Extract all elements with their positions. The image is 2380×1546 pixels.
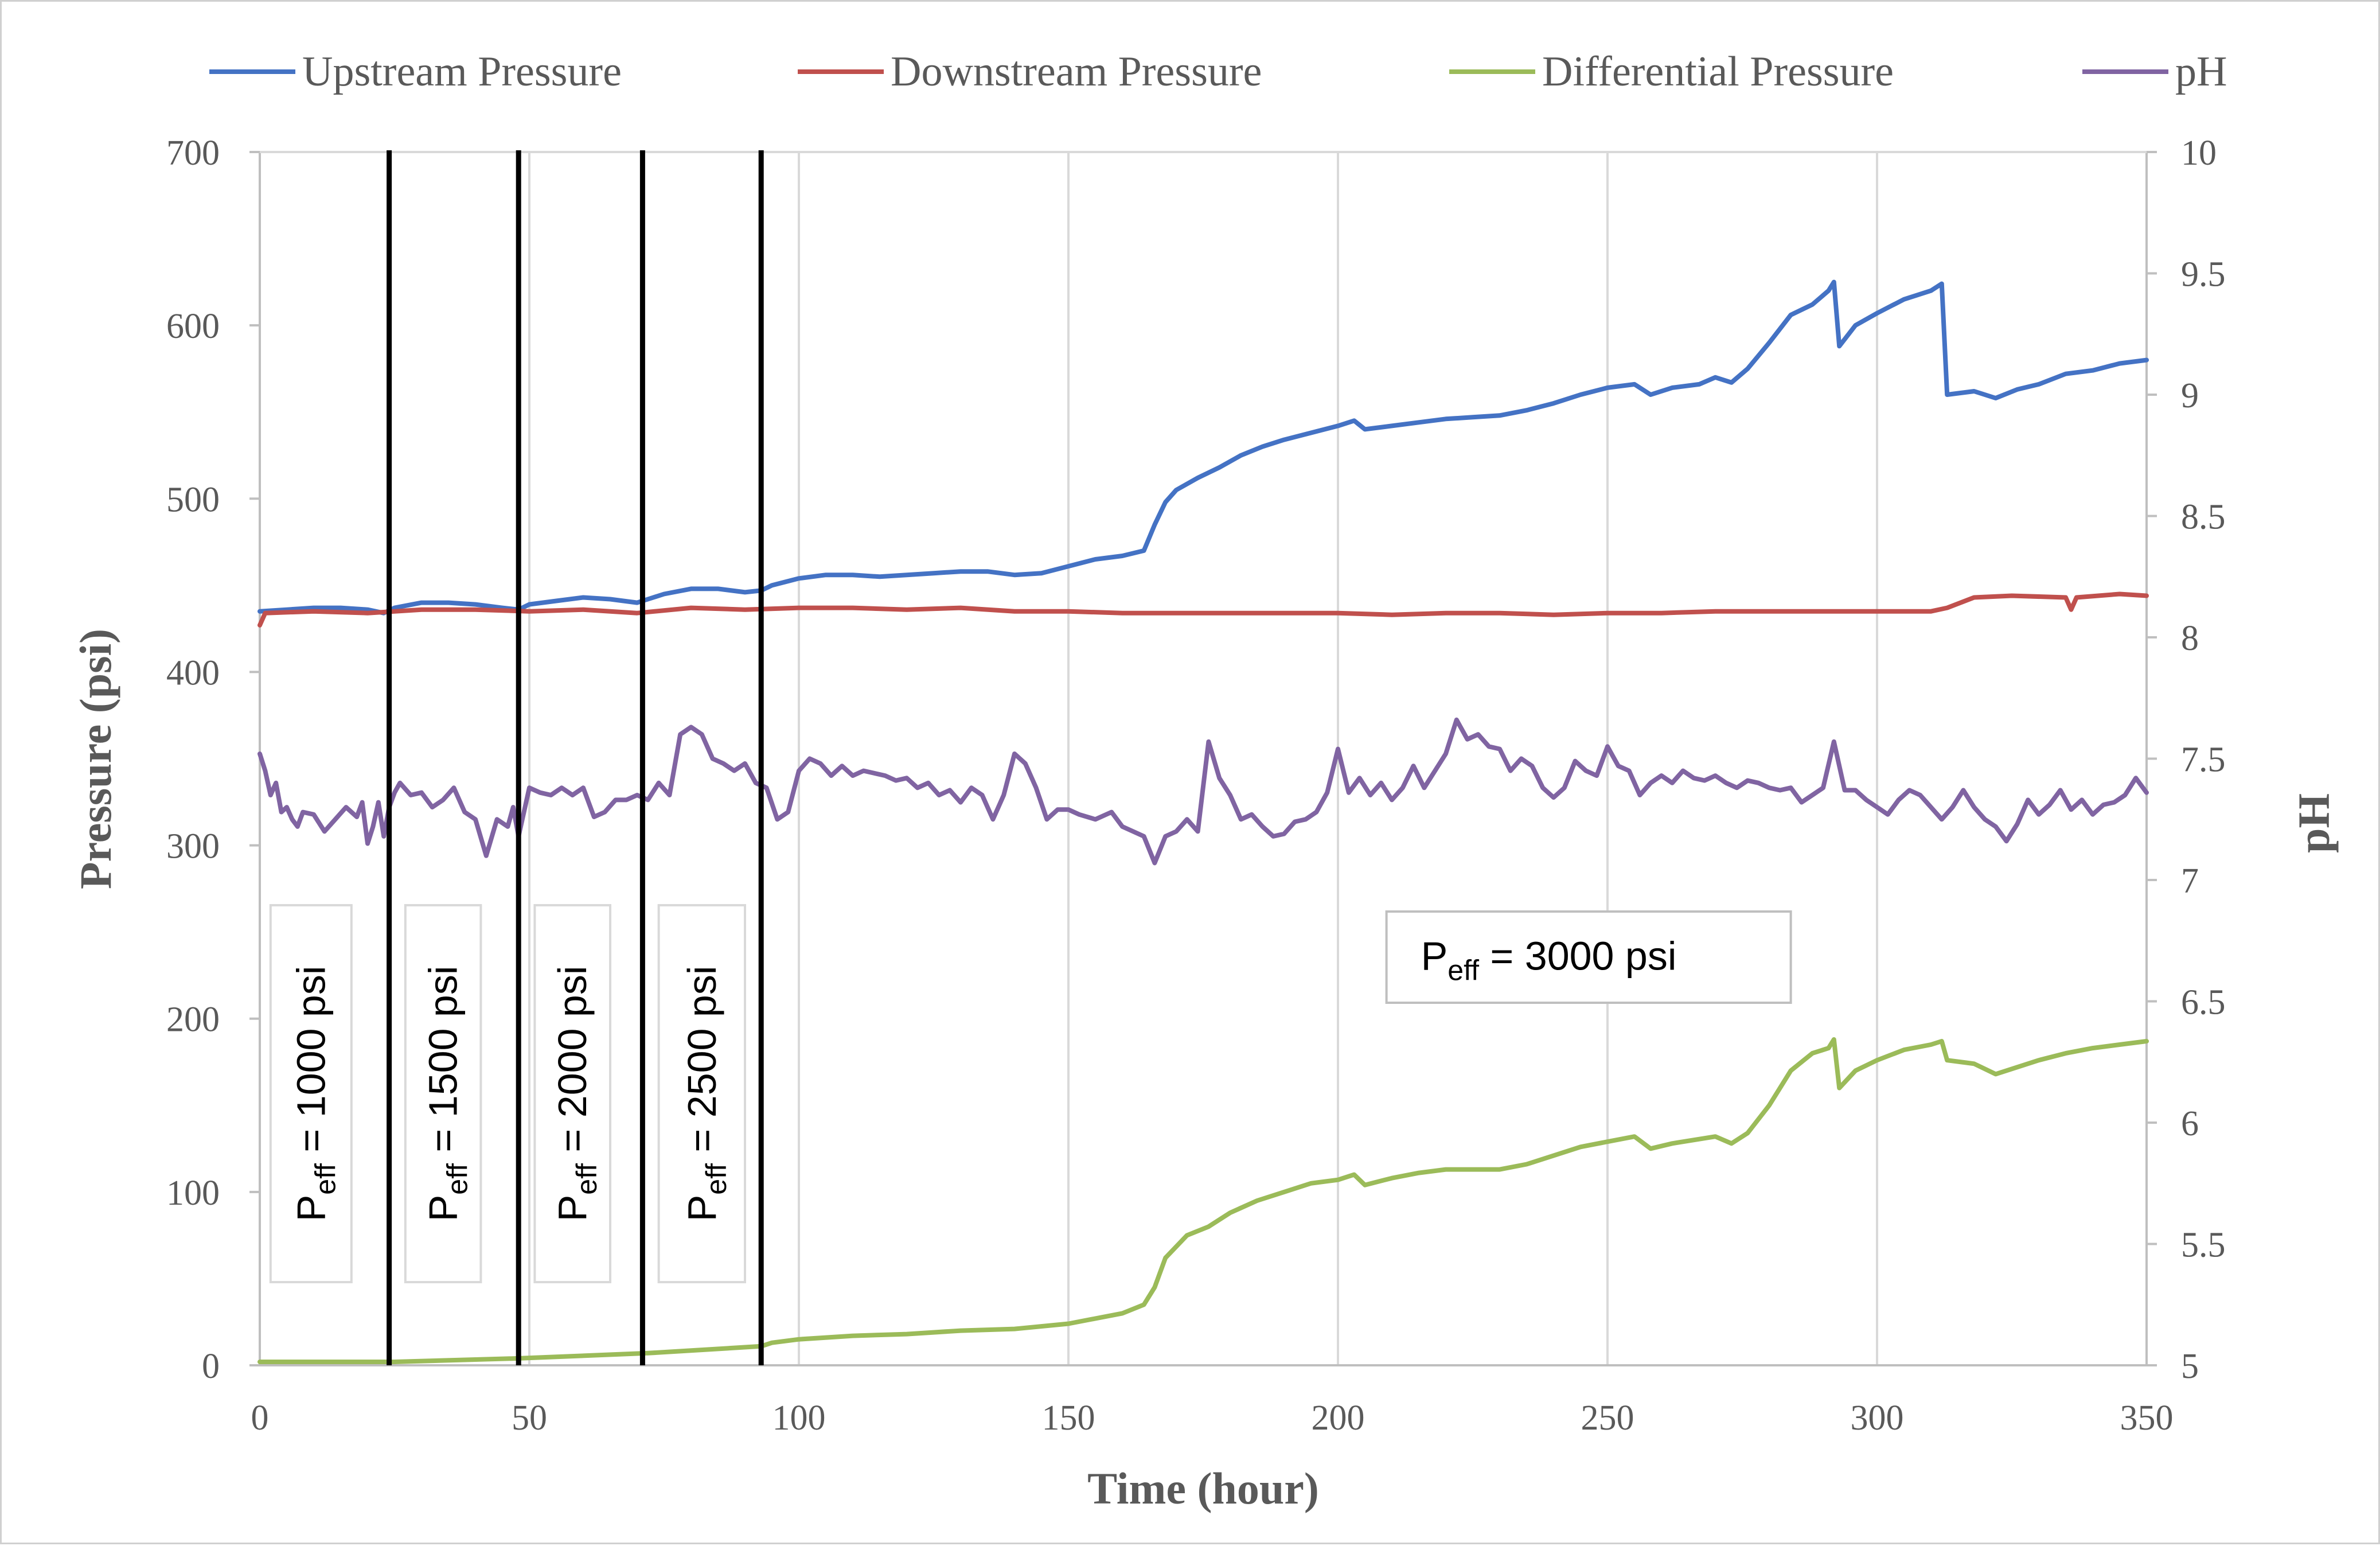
annotation-box [657, 904, 746, 1283]
y2-tick-label: 8.5 [2181, 498, 2226, 537]
annotation-box [533, 904, 612, 1283]
y-tick-label: 600 [166, 307, 220, 346]
y2-tick-label: 6 [2181, 1104, 2199, 1143]
y2-tick-label: 8 [2181, 619, 2199, 658]
annotation-subscript: eff [442, 1163, 474, 1195]
annotation-symbol: P [288, 1195, 333, 1222]
series-line-downstream-pressure [257, 591, 2149, 628]
legend: Upstream Pressure Downstream Pressure Diff… [209, 48, 2227, 95]
y2-axis-title: pH [2289, 793, 2339, 853]
annotation-value: = 3000 psi [1479, 934, 1676, 979]
annotation-box [404, 904, 482, 1283]
y2-tick-label: 7.5 [2181, 741, 2226, 780]
annotation-value: = 2000 psi [550, 966, 595, 1163]
y-tick-label: 500 [166, 480, 220, 519]
y2-tick-label: 5 [2181, 1347, 2199, 1386]
x-tick-label: 0 [251, 1399, 269, 1438]
x-tick-label: 300 [1851, 1399, 1904, 1438]
axis-layer: 0 50 100 150 200 250 300 350 0 100 200 300 400 500 600… [166, 134, 2226, 1438]
annotation-value: = 2500 psi [680, 966, 724, 1163]
annotation-box [269, 904, 353, 1283]
y-tick-label: 400 [166, 653, 220, 692]
legend-label-ph: pH [2175, 48, 2227, 95]
series-line-ph [257, 717, 2149, 866]
y2-tick-label: 9 [2181, 376, 2199, 415]
annotation-box [1385, 910, 1792, 1004]
y2-tick-label: 7 [2181, 862, 2199, 901]
x-tick-label: 200 [1312, 1399, 1365, 1438]
annotation-label: Peff = 2500 psi [680, 966, 732, 1222]
y-tick-label: 200 [166, 1000, 220, 1039]
legend-label-upstream-pressure: Upstream Pressure [302, 48, 622, 95]
x-tick-label: 50 [512, 1399, 547, 1438]
series-line-upstream-pressure [257, 279, 2149, 616]
annotation-symbol: P [680, 1195, 724, 1222]
y-tick-label: 0 [202, 1347, 220, 1386]
series-line-differential-pressure [257, 1037, 2149, 1364]
phase-marker-layer [387, 150, 764, 1365]
y2-tick-label: 10 [2181, 134, 2217, 173]
annotation-label: Peff = 1000 psi [288, 966, 341, 1222]
y-tick-label: 100 [166, 1174, 220, 1213]
x-tick-label: 150 [1042, 1399, 1095, 1438]
y2-tick-label: 5.5 [2181, 1226, 2226, 1265]
annotation-value: = 1500 psi [421, 966, 466, 1163]
annotation-subscript: eff [571, 1163, 603, 1195]
annotation-peff-2: Peff = 2000 psi [533, 904, 612, 1283]
annotation-value: = 1000 psi [288, 966, 333, 1163]
annotation-subscript: eff [1447, 955, 1479, 987]
annotation-symbol: P [421, 1195, 466, 1222]
annotation-subscript: eff [700, 1163, 732, 1195]
y2-tick-label: 6.5 [2181, 983, 2226, 1022]
x-axis-title: Time (hour) [1087, 1463, 1319, 1513]
x-tick-label: 350 [2120, 1399, 2174, 1438]
annotation-symbol: P [550, 1195, 595, 1222]
annotation-symbol: P [1421, 934, 1448, 979]
annotation-peff-0: Peff = 1000 psi [269, 904, 353, 1283]
annotation-label: Peff = 1500 psi [421, 966, 474, 1222]
annotation-subscript: eff [309, 1163, 341, 1195]
y-tick-label: 700 [166, 134, 220, 173]
y-axis-title: Pressure (psi) [71, 629, 120, 889]
x-tick-label: 250 [1581, 1399, 1634, 1438]
y2-tick-label: 9.5 [2181, 255, 2226, 294]
annotation-peff-1: Peff = 1500 psi [404, 904, 482, 1283]
legend-label-downstream-pressure: Downstream Pressure [891, 48, 1262, 95]
annotation-peff-3: Peff = 2500 psi [657, 904, 746, 1283]
annotation-peff-4: Peff = 3000 psi [1385, 910, 1792, 1004]
annotation-label: Peff = 2000 psi [550, 966, 603, 1222]
y-tick-label: 300 [166, 827, 220, 866]
legend-label-differential-pressure: Differential Pressure [1542, 48, 1894, 95]
annotation-label: Peff = 3000 psi [1421, 934, 1677, 987]
x-tick-label: 100 [772, 1399, 826, 1438]
series-layer [257, 279, 2149, 1364]
